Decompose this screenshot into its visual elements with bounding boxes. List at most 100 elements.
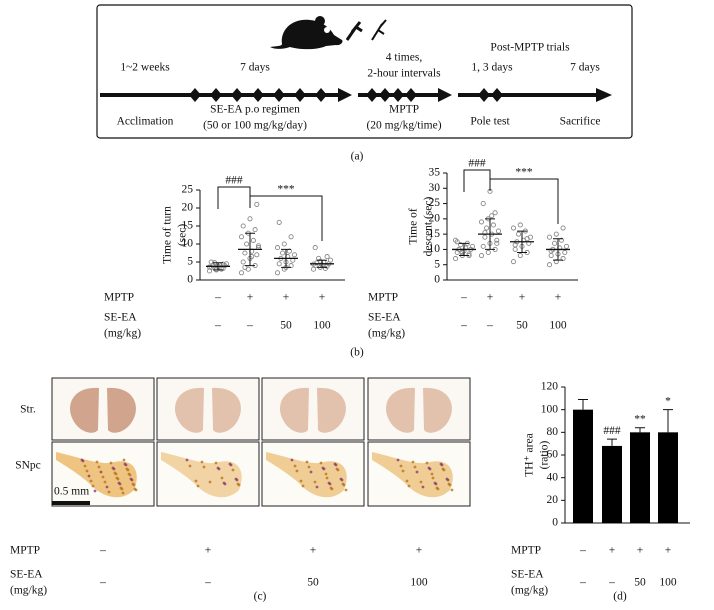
data-point [478, 219, 485, 225]
data-point [510, 225, 517, 231]
data-point [242, 250, 248, 256]
treatment-value: – [99, 545, 106, 557]
data-point [240, 223, 246, 229]
timeline-panel: 1~2 weeks 7 days 4 times, 2-hour interva… [96, 4, 633, 163]
significance-label: ### [468, 158, 486, 170]
stain-speck [450, 488, 454, 492]
phase-duration: 7 days [240, 62, 270, 74]
data-point [469, 243, 476, 249]
data-point [563, 243, 570, 249]
y-tick-label: 25 [429, 197, 441, 209]
stain-speck [405, 479, 409, 483]
y-tick-label: 100 [541, 403, 559, 415]
data-point [281, 241, 287, 247]
treatment-value: 50 [516, 320, 528, 332]
stain-speck [120, 487, 124, 491]
treatment-value: + [609, 545, 616, 557]
y-tick-label: 15 [429, 228, 441, 240]
data-point [560, 256, 566, 262]
sd-bar [317, 259, 327, 268]
timeline-frame [96, 4, 633, 139]
y-tick-label: 30 [429, 182, 441, 194]
stain-speck [223, 482, 227, 486]
y-axis-label: Time of turn [162, 206, 174, 264]
data-point [517, 222, 523, 228]
data-point [276, 219, 282, 225]
stain-speck [109, 461, 113, 465]
data-point [238, 234, 245, 240]
y-tick-label: 0 [187, 274, 193, 286]
snpc-slice [266, 452, 347, 498]
treatment-value: + [665, 545, 672, 557]
stain-speck [315, 485, 319, 489]
data-point [489, 213, 495, 219]
stain-speck [442, 468, 446, 472]
diamond [379, 88, 391, 102]
y-tick-label: 5 [434, 258, 440, 270]
stain-speck [116, 477, 120, 481]
stain-speck [103, 480, 107, 484]
significance-bracket [489, 178, 559, 224]
y-tick-label: 60 [547, 449, 559, 461]
data-point [247, 216, 253, 222]
data-point [560, 225, 566, 231]
y-tick-label: 0 [434, 274, 440, 286]
striatum-slice [70, 387, 99, 433]
data-point [240, 259, 246, 265]
stain-speck [293, 464, 297, 468]
dose-diamonds [189, 88, 503, 102]
treatment-label: (mg/kg) [10, 585, 47, 597]
diamond [189, 88, 201, 102]
data-point [516, 231, 522, 237]
diamond [405, 88, 417, 102]
treatment-value: + [487, 292, 494, 304]
data-point [490, 222, 496, 228]
stain-speck [85, 469, 89, 473]
stain-speck [83, 464, 87, 468]
treatment-value: – [579, 577, 586, 589]
striatum-slice [107, 387, 136, 433]
data-point [312, 245, 318, 251]
error-bar [663, 409, 673, 433]
treatment-label: MPTP [368, 292, 398, 304]
snpc-slice [372, 452, 453, 498]
treatment-label: (mg/kg) [511, 585, 548, 597]
bar [573, 409, 593, 523]
data-point [494, 237, 500, 243]
bar [630, 432, 650, 523]
data-point [327, 257, 334, 263]
stain-speck [299, 479, 303, 483]
data-point [288, 234, 294, 240]
treatment-value: – [214, 292, 221, 304]
significance-label: ### [225, 175, 243, 187]
data-point [480, 201, 486, 207]
stain-speck [93, 489, 97, 493]
stain-speck [325, 476, 329, 480]
treatment-value: 100 [659, 577, 677, 589]
stain-speck [130, 478, 134, 482]
data-point [546, 262, 553, 268]
sd-bar [517, 230, 527, 253]
stain-speck [217, 467, 221, 471]
stain-speck [301, 484, 305, 488]
data-point [254, 252, 260, 258]
data-point [552, 240, 558, 246]
treatment-label: SE-EA [10, 569, 43, 581]
row-label: Str. [20, 404, 36, 416]
stain-speck [114, 472, 118, 476]
y-tick-label: 20 [429, 212, 441, 224]
bar [602, 445, 622, 523]
stain-speck [328, 482, 332, 486]
y-tick-label: 0 [552, 517, 558, 529]
significance-bracket [249, 195, 323, 241]
stain-speck [340, 478, 344, 482]
stain-speck [107, 490, 111, 494]
panel-caption: (a) [351, 151, 364, 163]
error-bar [578, 398, 588, 410]
significance-label: *** [277, 184, 295, 196]
stain-speck [446, 478, 450, 482]
treatment-value: + [283, 292, 290, 304]
diamond [366, 88, 378, 102]
stain-speck [330, 487, 334, 491]
data-point [288, 263, 294, 269]
